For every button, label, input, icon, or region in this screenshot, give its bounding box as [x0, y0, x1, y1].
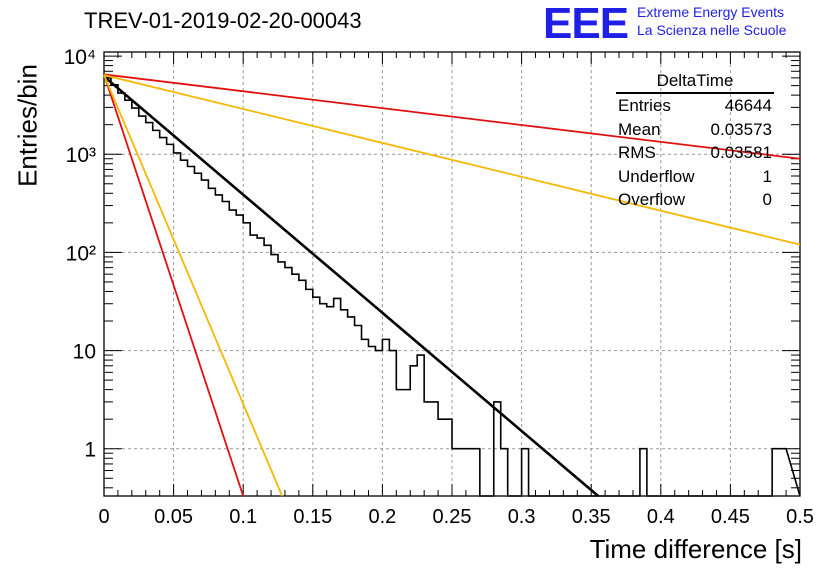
y-axis-label: Entries/bin — [12, 64, 43, 187]
x-tick-label: 0.2 — [368, 506, 396, 528]
x-tick-label: 0.3 — [508, 506, 536, 528]
run-title: TREV-01-2019-02-20-00043 — [84, 8, 362, 33]
stats-row: Underflow 1 — [612, 165, 772, 189]
x-tick-label: 0.35 — [572, 506, 611, 528]
y-tick-label: 1 — [84, 439, 96, 462]
stats-value: 0.03573 — [710, 119, 772, 139]
project-line-1: Extreme Energy Events — [637, 4, 785, 20]
upper-bound-line-red — [103, 73, 801, 160]
stats-label: Mean — [618, 119, 661, 139]
fit-line — [103, 75, 600, 497]
x-tick-label: 0 — [98, 506, 109, 528]
x-tick-label: 0.25 — [433, 506, 472, 528]
stats-row: RMS 0.03581 — [612, 141, 772, 165]
x-tick-label: 0.5 — [786, 506, 814, 528]
stats-label: Overflow — [618, 190, 686, 209]
x-tick-label: 0.05 — [154, 506, 193, 528]
y-tick-label: 10 — [73, 341, 96, 364]
stats-value: 46644 — [724, 96, 772, 115]
lower-bound-line-yellow — [103, 74, 284, 497]
project-name: Extreme Energy Events La Scienza nelle S… — [637, 3, 786, 39]
stats-label: Underflow — [618, 166, 695, 186]
stats-row: Overflow 0 — [612, 188, 772, 212]
y-tick-label: 10⁴ — [64, 46, 96, 69]
x-tick-label: 0.15 — [293, 506, 332, 528]
stats-label: RMS — [618, 143, 656, 162]
stats-row: Entries 46644 — [612, 94, 772, 118]
stats-row: Mean 0.03573 — [612, 118, 772, 142]
stats-title: DeltaTime — [616, 70, 774, 94]
upper-bound-line-yellow — [103, 74, 801, 246]
eee-logo: EEE — [543, 0, 629, 48]
x-tick-label: 0.1 — [229, 506, 257, 528]
y-tick-label: 10³ — [66, 144, 96, 167]
histogram — [104, 77, 801, 497]
x-tick-label: 0.4 — [647, 506, 675, 528]
project-line-2: La Scienza nelle Scuole — [637, 22, 787, 38]
x-tick-label: 0.45 — [711, 506, 750, 528]
stats-value: 0.03581 — [710, 143, 772, 162]
y-tick-label: 10² — [66, 242, 96, 265]
stats-value: 0 — [762, 190, 772, 209]
stats-box: DeltaTime Entries 46644 Mean 0.03573 RMS 0.… — [612, 70, 774, 212]
stats-value: 1 — [762, 166, 772, 186]
lower-bound-line-red — [103, 74, 245, 497]
x-axis-label: Time difference [s] — [589, 534, 802, 564]
stats-label: Entries — [618, 96, 671, 115]
